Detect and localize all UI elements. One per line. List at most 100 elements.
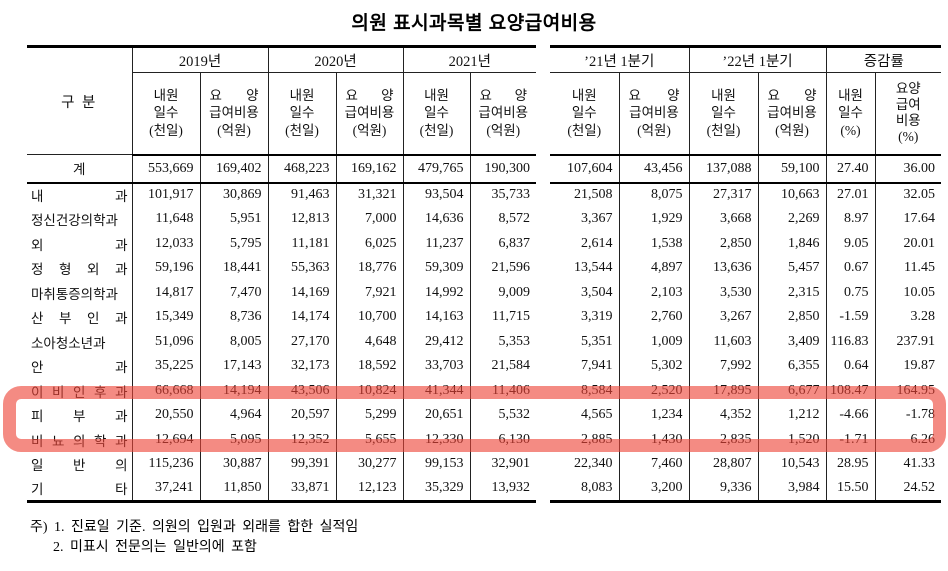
cell-value: 14,992 bbox=[403, 280, 471, 305]
cell-value: 59,196 bbox=[132, 256, 201, 281]
cell-value: 14,169 bbox=[268, 280, 337, 305]
cell-value: 3,530 bbox=[689, 280, 759, 305]
cell-value: 36.00 bbox=[875, 154, 942, 184]
cell-value: 20,651 bbox=[403, 403, 471, 428]
row-label: 소아청소년과 bbox=[27, 329, 133, 354]
cell-value: 28.95 bbox=[826, 452, 876, 477]
table-row: 13,544 4,897 13,636 5,457 0.67 11.45 bbox=[550, 256, 941, 281]
table-row: 2,614 1,538 2,850 1,846 9.05 20.01 bbox=[550, 231, 941, 256]
cell-value: 2,850 bbox=[758, 305, 827, 330]
cell-value: 1,538 bbox=[619, 231, 690, 256]
row-label: 일 반 의 bbox=[27, 452, 133, 477]
cell-value: 12,033 bbox=[132, 231, 201, 256]
row-label: 내 과 bbox=[27, 182, 133, 207]
cell-value: 4,352 bbox=[689, 403, 759, 428]
cell-value: 5,353 bbox=[498, 333, 531, 349]
cell-value: 2,614 bbox=[550, 231, 620, 256]
cell-value: 7,470 bbox=[200, 280, 269, 305]
table-total-row: 107,604 43,456 137,088 59,100 27.40 36.00 bbox=[550, 154, 942, 184]
footnote-1: 주) 1. 진료일 기준. 의원의 입원과 외래를 합한 실적임 bbox=[30, 520, 359, 535]
cell-value: 21,596 bbox=[491, 260, 531, 276]
cell-value: 11.45 bbox=[904, 260, 936, 276]
cell-value: 108.47 bbox=[826, 378, 876, 403]
table-row: 8,584 2,520 17,895 6,677 108.47 164.95 bbox=[550, 378, 941, 403]
cell-value: 10,543 bbox=[758, 452, 827, 477]
table-row: 비 뇨 의 학 과 12,694 5,095 12,352 5,655 12,330 6,1… bbox=[27, 427, 536, 452]
table-row: 일 반 의 115,236 30,887 99,391 30,277 99,153 32,9… bbox=[27, 452, 536, 477]
cell-value: 3,200 bbox=[619, 476, 690, 501]
cell-value: 1,846 bbox=[758, 231, 827, 256]
cell-value: 5,299 bbox=[336, 403, 404, 428]
cell-value: 7,941 bbox=[550, 354, 620, 379]
row-label: 계 bbox=[27, 154, 133, 184]
cell-value: 33,703 bbox=[403, 354, 471, 379]
cell-value: 13,544 bbox=[550, 256, 620, 281]
cell-value: 3.28 bbox=[910, 309, 936, 325]
cell-value: 2,103 bbox=[619, 280, 690, 305]
row-label: 정신건강의학과 bbox=[27, 207, 133, 232]
cell-value: 7,992 bbox=[689, 354, 759, 379]
cell-value: 10,663 bbox=[758, 182, 827, 207]
yearly-table: 구 분 2019년 2020년 2021년 내원 일수 (천일) 요 양 급여비… bbox=[27, 45, 536, 503]
cell-value: 6.26 bbox=[910, 431, 936, 447]
cell-value: 164.95 bbox=[896, 382, 936, 398]
cell-value: 10.05 bbox=[903, 284, 936, 300]
cell-value: -1.71 bbox=[826, 427, 876, 452]
cell-value: 5,532 bbox=[498, 407, 531, 423]
table-row: 22,340 7,460 28,807 10,543 28.95 41.33 bbox=[550, 452, 941, 477]
table-row: 기 타 37,241 11,850 33,871 12,123 35,329 13,932 bbox=[27, 476, 536, 501]
cell-value: 4,565 bbox=[550, 403, 620, 428]
cell-value: 10,824 bbox=[336, 378, 404, 403]
cell-value: 5,302 bbox=[619, 354, 690, 379]
cell-value: 27.40 bbox=[826, 154, 876, 184]
cell-value: 11,181 bbox=[268, 231, 337, 256]
subheader-visit-days: 내원 일수 (천일) bbox=[268, 72, 337, 156]
cell-value: 41,344 bbox=[403, 378, 471, 403]
row-label: 마취통증의학과 bbox=[27, 280, 133, 305]
row-label: 피 부 과 bbox=[27, 403, 133, 428]
subheader-visit-days: 내원 일수 (천일) bbox=[550, 72, 620, 156]
cell-value: 14,817 bbox=[132, 280, 201, 305]
cell-value: 11,603 bbox=[689, 329, 759, 354]
cell-value: 0.64 bbox=[826, 354, 876, 379]
cell-value: 6,677 bbox=[758, 378, 827, 403]
cell-value: 12,123 bbox=[336, 476, 404, 501]
cell-value: 35,225 bbox=[132, 354, 201, 379]
cell-value: 35,733 bbox=[491, 187, 531, 203]
cell-value: 5,655 bbox=[336, 427, 404, 452]
cell-value: 12,352 bbox=[268, 427, 337, 452]
cell-value: 18,592 bbox=[336, 354, 404, 379]
cell-value: 19.87 bbox=[903, 358, 936, 374]
cell-value: 1,009 bbox=[619, 329, 690, 354]
cell-value: 11,850 bbox=[200, 476, 269, 501]
cell-value: 20.01 bbox=[903, 235, 936, 251]
cell-value: 11,648 bbox=[132, 207, 201, 232]
row-label: 안 과 bbox=[27, 354, 133, 379]
cell-value: 14,174 bbox=[268, 305, 337, 330]
cell-value: 2,269 bbox=[758, 207, 827, 232]
cell-value: 29,412 bbox=[403, 329, 471, 354]
cell-value: 2,760 bbox=[619, 305, 690, 330]
column-group-change-rate: 증감률 bbox=[826, 46, 942, 73]
cell-value: 12,813 bbox=[268, 207, 337, 232]
cell-value: 30,277 bbox=[336, 452, 404, 477]
cell-value: 5,795 bbox=[200, 231, 269, 256]
row-label: 정 형 외 과 bbox=[27, 256, 133, 281]
cell-value: 93,504 bbox=[403, 182, 471, 207]
cell-value: 190,300 bbox=[470, 154, 536, 184]
cell-value: 9,336 bbox=[689, 476, 759, 501]
cell-value: 11,237 bbox=[403, 231, 471, 256]
cell-value: 20,597 bbox=[268, 403, 337, 428]
cell-value: 2,520 bbox=[619, 378, 690, 403]
cell-value: 2,885 bbox=[550, 427, 620, 452]
subheader-visit-days: 내원 일수 (천일) bbox=[403, 72, 471, 156]
cell-value: 66,668 bbox=[132, 378, 201, 403]
cell-value: 237.91 bbox=[896, 333, 936, 349]
cell-value: 1,234 bbox=[619, 403, 690, 428]
subheader-visit-days: 내원 일수 (천일) bbox=[689, 72, 759, 156]
table-row: 8,083 3,200 9,336 3,984 15.50 24.52 bbox=[550, 476, 941, 501]
cell-value: -1.59 bbox=[826, 305, 876, 330]
cell-value: 553,669 bbox=[132, 154, 201, 184]
cell-value: 107,604 bbox=[550, 154, 620, 184]
